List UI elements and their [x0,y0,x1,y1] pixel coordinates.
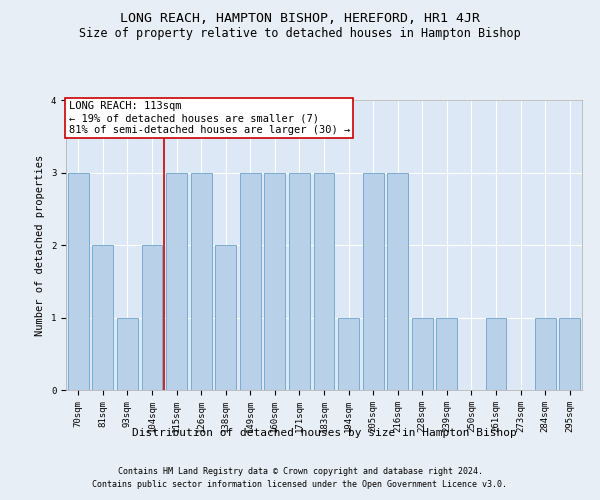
Bar [289,172,310,390]
Bar [265,172,286,390]
Bar [485,318,506,390]
Bar [559,318,580,390]
Bar [68,172,89,390]
Text: LONG REACH, HAMPTON BISHOP, HEREFORD, HR1 4JR: LONG REACH, HAMPTON BISHOP, HEREFORD, HR… [120,12,480,26]
Y-axis label: Number of detached properties: Number of detached properties [35,154,46,336]
Bar [412,318,433,390]
Bar [338,318,359,390]
Text: Contains HM Land Registry data © Crown copyright and database right 2024.: Contains HM Land Registry data © Crown c… [118,468,482,476]
Bar [215,245,236,390]
Bar [92,245,113,390]
Bar [240,172,261,390]
Bar [142,245,163,390]
Bar [387,172,408,390]
Text: Distribution of detached houses by size in Hampton Bishop: Distribution of detached houses by size … [131,428,517,438]
Text: Size of property relative to detached houses in Hampton Bishop: Size of property relative to detached ho… [79,28,521,40]
Bar [166,172,187,390]
Text: LONG REACH: 113sqm
← 19% of detached houses are smaller (7)
81% of semi-detached: LONG REACH: 113sqm ← 19% of detached hou… [68,102,350,134]
Text: Contains public sector information licensed under the Open Government Licence v3: Contains public sector information licen… [92,480,508,489]
Bar [362,172,383,390]
Bar [535,318,556,390]
Bar [191,172,212,390]
Bar [314,172,334,390]
Bar [436,318,457,390]
Bar [117,318,138,390]
